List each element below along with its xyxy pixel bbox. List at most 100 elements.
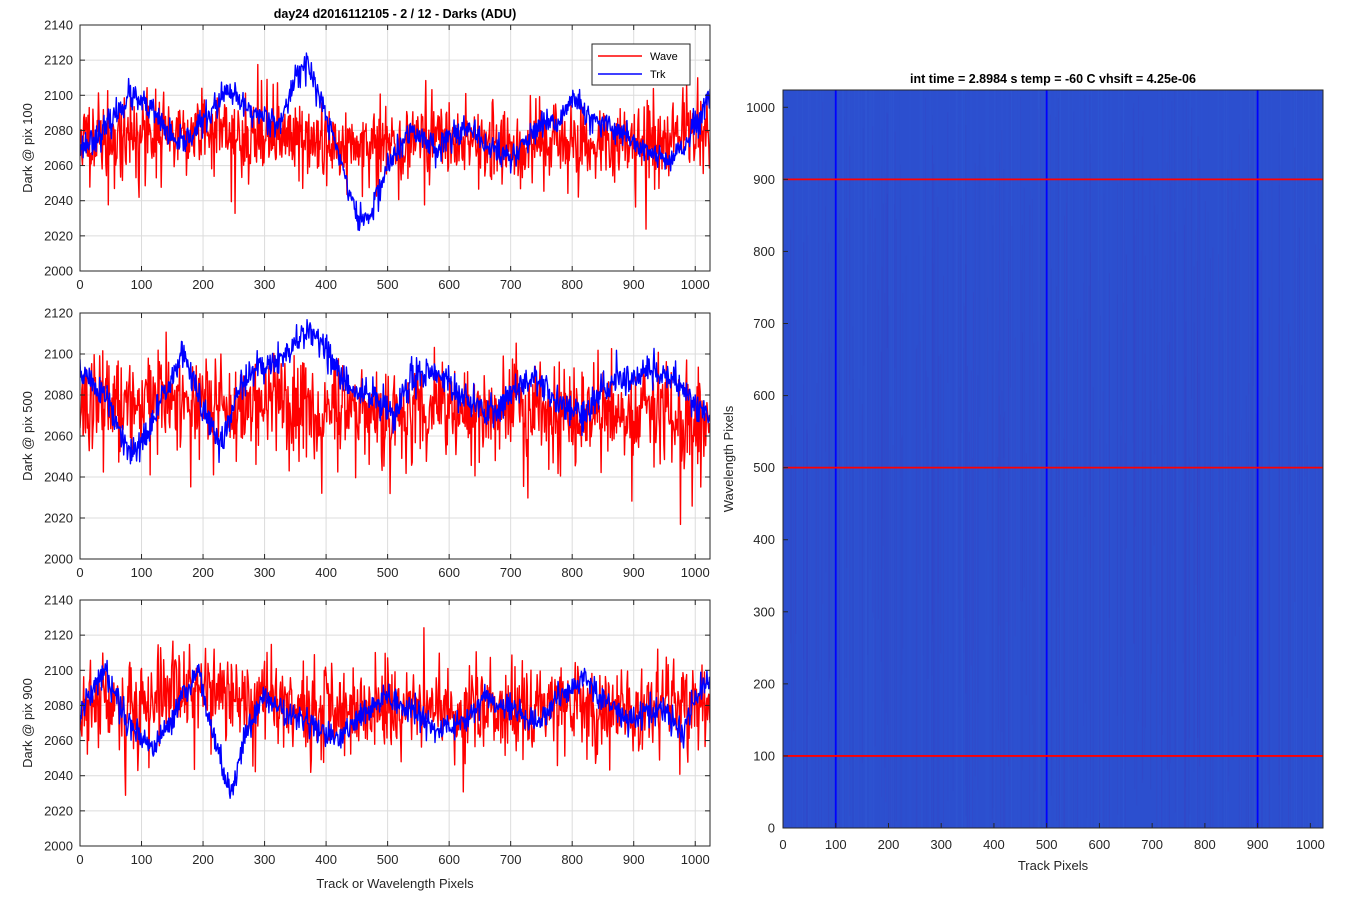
y-tick-label: 2140 (44, 593, 73, 608)
y-tick-label: 2120 (44, 306, 73, 321)
y-tick-label: 600 (753, 388, 775, 403)
y-tick-label: 100 (753, 748, 775, 763)
y-tick-label: 2020 (44, 228, 73, 243)
y-tick-label: 2040 (44, 470, 73, 485)
legend: Wave Trk (591, 43, 691, 86)
x-tick-label: 300 (930, 837, 952, 852)
y-axis-label: Dark @ pix 100 (20, 103, 35, 193)
y-tick-label: 0 (768, 821, 775, 836)
y-tick-label: 2040 (44, 768, 73, 783)
y-axis-label: Wavelength Pixels (721, 405, 736, 512)
x-tick-label: 500 (1036, 837, 1058, 852)
series-group (80, 627, 710, 800)
y-tick-label: 2000 (44, 552, 73, 567)
x-tick-label: 0 (779, 837, 786, 852)
x-tick-label: 800 (561, 565, 583, 580)
axes-box (79, 599, 711, 847)
x-tick-label: 800 (561, 852, 583, 867)
heatmap-texture (783, 90, 1323, 828)
x-tick-label: 200 (192, 277, 214, 292)
x-tick-label: 100 (825, 837, 847, 852)
x-axis-label: Track or Wavelength Pixels (316, 876, 474, 891)
y-axis-label: Dark @ pix 900 (20, 678, 35, 768)
x-tick-label: 800 (561, 277, 583, 292)
heatmap-title: int time = 2.8984 s temp = -60 C vhsift … (910, 72, 1196, 86)
x-tick-label: 1000 (681, 277, 710, 292)
x-tick-label: 0 (76, 277, 83, 292)
y-tick-label: 500 (753, 460, 775, 475)
y-tick-label: 2060 (44, 429, 73, 444)
series-group (80, 52, 710, 232)
x-tick-label: 600 (438, 852, 460, 867)
heatmap-axes-box (782, 89, 1324, 829)
y-tick-label: 1000 (746, 100, 775, 115)
x-tick-label: 900 (623, 852, 645, 867)
x-tick-label: 200 (192, 852, 214, 867)
y-tick-label: 2040 (44, 193, 73, 208)
y-tick-label: 700 (753, 316, 775, 331)
legend-box (591, 43, 691, 86)
line-chart-2: 0 100 200 300 400 500 600 700 800 900 1000 2000 2020… (20, 306, 711, 580)
x-tick-label: 200 (878, 837, 900, 852)
y-tick-label: 2100 (44, 347, 73, 362)
x-tick-label: 100 (131, 277, 153, 292)
y-tick-label: 2100 (44, 663, 73, 678)
x-tick-label: 0 (76, 565, 83, 580)
axes-box (79, 24, 711, 272)
line-chart-3: 0 100 200 300 400 500 600 700 800 900 1000 2000 2020… (20, 593, 711, 891)
y-tick-label: 800 (753, 244, 775, 259)
x-tick-label: 400 (983, 837, 1005, 852)
heatmap-background (783, 90, 1323, 828)
x-tick-label: 900 (1247, 837, 1269, 852)
x-tick-label: 400 (315, 565, 337, 580)
y-tick-label: 2060 (44, 733, 73, 748)
y-tick-label: 2140 (44, 18, 73, 33)
x-tick-label: 1000 (1296, 837, 1325, 852)
x-tick-label: 1000 (681, 565, 710, 580)
x-tick-label: 700 (500, 852, 522, 867)
line-chart-1: 0 100 200 300 400 500 600 700 800 900 1000 2000 2020… (20, 18, 711, 292)
x-tick-label: 300 (254, 565, 276, 580)
heatmap-chart: 0 100 200 300 400 500 600 700 800 900 1000 0 100 200 3… (721, 89, 1325, 873)
y-tick-label: 2100 (44, 88, 73, 103)
y-tick-label: 2120 (44, 53, 73, 68)
series-line-trk (80, 318, 710, 465)
y-tick-label: 2120 (44, 628, 73, 643)
series-line-trk (80, 52, 710, 232)
y-tick-label: 2080 (44, 698, 73, 713)
x-tick-label: 400 (315, 277, 337, 292)
left-chart-title: day24 d2016112105 - 2 / 12 - Darks (ADU) (274, 7, 517, 21)
x-tick-label: 0 (76, 852, 83, 867)
x-axis-label: Track Pixels (1018, 858, 1089, 873)
x-tick-label: 700 (500, 277, 522, 292)
x-tick-label: 600 (438, 277, 460, 292)
x-tick-label: 300 (254, 852, 276, 867)
x-tick-label: 500 (377, 852, 399, 867)
x-tick-label: 600 (1089, 837, 1111, 852)
x-tick-label: 700 (1141, 837, 1163, 852)
legend-label-wave: Wave (650, 51, 678, 63)
series-group (80, 318, 710, 526)
y-tick-label: 2060 (44, 158, 73, 173)
y-tick-label: 2080 (44, 388, 73, 403)
x-tick-label: 1000 (681, 852, 710, 867)
x-tick-label: 600 (438, 565, 460, 580)
x-tick-label: 400 (315, 852, 337, 867)
x-tick-label: 500 (377, 277, 399, 292)
y-tick-label: 2000 (44, 839, 73, 854)
y-tick-label: 200 (753, 676, 775, 691)
x-tick-label: 300 (254, 277, 276, 292)
x-tick-label: 200 (192, 565, 214, 580)
y-tick-label: 2020 (44, 511, 73, 526)
x-tick-label: 500 (377, 565, 399, 580)
x-tick-label: 800 (1194, 837, 1216, 852)
series-line-wave (80, 331, 710, 526)
x-tick-label: 100 (131, 852, 153, 867)
y-tick-label: 2000 (44, 264, 73, 279)
y-tick-label: 400 (753, 532, 775, 547)
plot-layer: 0 100 200 300 400 500 600 700 800 900 100020002020… (20, 18, 1325, 892)
y-tick-label: 300 (753, 604, 775, 619)
y-axis-label: Dark @ pix 500 (20, 391, 35, 481)
y-tick-label: 2020 (44, 803, 73, 818)
